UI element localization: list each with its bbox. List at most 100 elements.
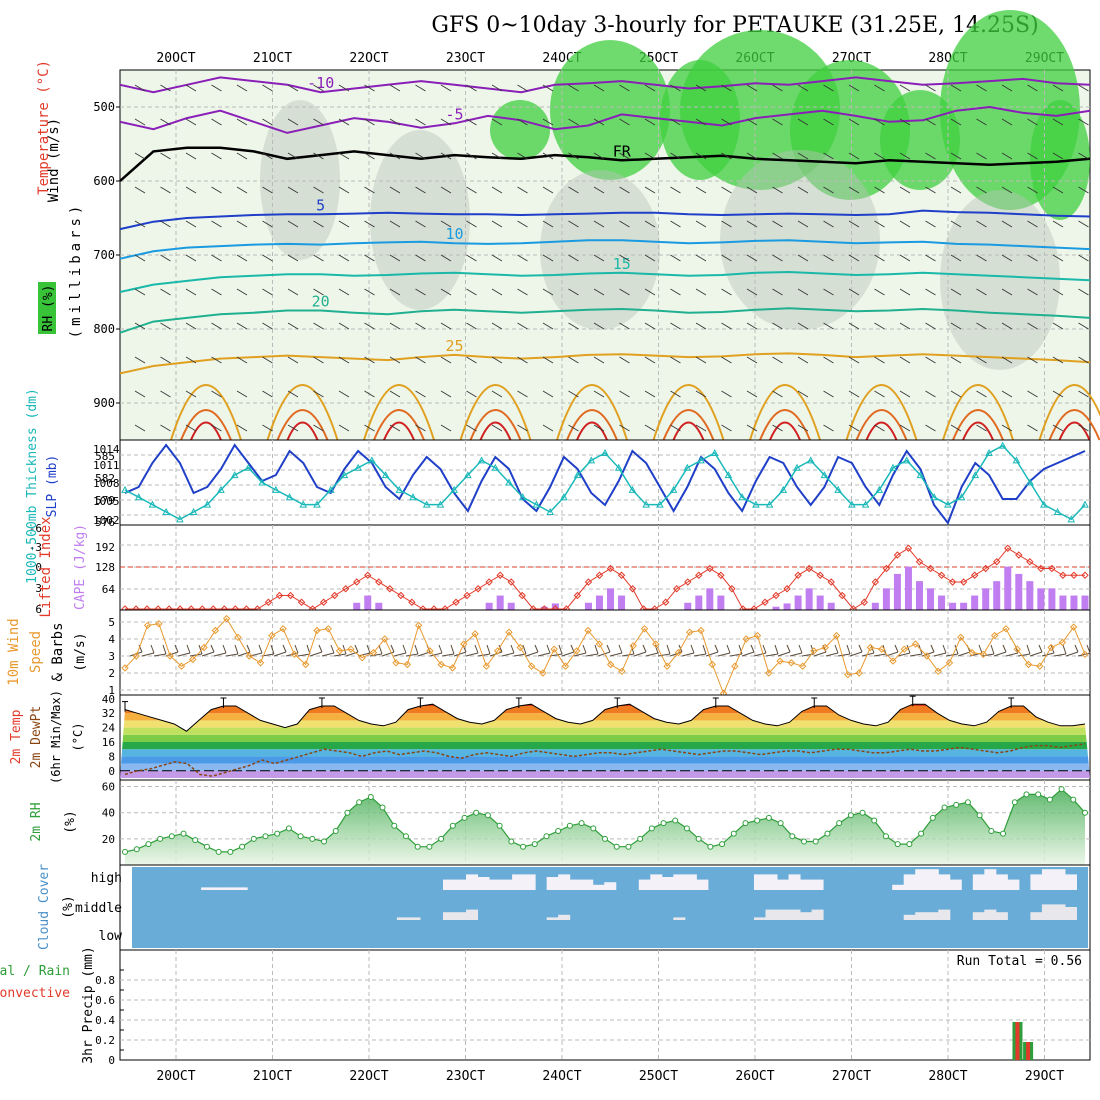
temp-band	[120, 734, 1090, 742]
lifted-index-point	[485, 578, 493, 586]
warm-contour	[749, 384, 821, 441]
cape-bar	[904, 566, 912, 610]
wind-barb	[746, 118, 758, 126]
wind-barb	[705, 651, 719, 657]
wind-barb	[899, 84, 911, 92]
wind-barb	[721, 84, 732, 92]
wind-barb	[746, 186, 758, 194]
wind-barb	[393, 652, 407, 657]
wind-barb	[342, 644, 347, 655]
cape-bar	[1004, 566, 1012, 610]
rh-point	[438, 835, 445, 842]
lifted-index-point	[993, 558, 1001, 566]
wind-barb	[874, 84, 885, 92]
wind-barb	[1074, 644, 1079, 653]
isotherm-line	[119, 352, 1091, 375]
wind-barb	[1078, 424, 1089, 432]
wind-barb	[593, 288, 605, 296]
wind-speed-point	[245, 652, 253, 660]
wind-barb	[721, 322, 732, 330]
wind-barb	[211, 356, 222, 364]
cloud-high-cell	[477, 877, 490, 890]
lifted-index-point	[275, 591, 284, 600]
cloud-level-label: low	[99, 929, 123, 944]
isotherm-line	[119, 307, 1091, 334]
wind-barb	[201, 651, 215, 657]
cloud-high-cell	[442, 879, 456, 890]
wind-barb	[619, 118, 630, 126]
wind-speed-point	[866, 643, 875, 652]
wind-barb	[364, 118, 375, 126]
thickness-point	[944, 500, 952, 508]
wind-barb	[174, 644, 179, 653]
wind-barb	[466, 288, 477, 296]
wind-barb	[262, 356, 273, 364]
thickness-point	[820, 471, 829, 479]
wind-barb	[846, 644, 851, 655]
cloud-high-cell	[938, 874, 951, 890]
wind-barb	[993, 651, 1007, 657]
top-date-label: 23OCT	[446, 51, 485, 66]
slp-tick-label: 1014	[93, 443, 120, 456]
wind-speed-point	[945, 659, 954, 667]
rh-point	[941, 804, 948, 811]
wind-barb	[287, 186, 299, 194]
temp-units-label: (°C)	[71, 723, 85, 752]
wind-barb	[542, 322, 554, 330]
wind-barb	[134, 118, 146, 126]
wind-barb	[597, 651, 611, 657]
chart-title: GFS 0~10day 3-hourly for PETAUKE (31.25E…	[431, 13, 1038, 38]
lifted-index-point	[397, 591, 405, 600]
wind-barb	[642, 644, 647, 653]
wind-barb	[976, 186, 987, 194]
wind-barb	[976, 220, 987, 228]
wind-speed-point	[957, 633, 965, 642]
thickness-point	[217, 485, 225, 493]
wind-barb	[1027, 254, 1038, 262]
wind-barb	[134, 424, 146, 432]
wind-barb	[273, 651, 287, 657]
thickness-point	[971, 471, 980, 479]
wind-barb	[568, 186, 579, 194]
thickness-point	[203, 500, 212, 508]
wind-barb	[491, 390, 503, 398]
wind-barb	[644, 84, 656, 92]
wind-barb	[874, 152, 885, 160]
cloud-high-cell	[512, 874, 525, 890]
thickness-point	[464, 471, 472, 479]
lifted-index-point	[772, 591, 780, 600]
wind-barb	[313, 356, 324, 364]
rh-point	[660, 820, 667, 827]
wind-barb	[823, 186, 834, 194]
wind-barb	[721, 118, 732, 126]
wind-barb	[1078, 322, 1089, 330]
cloud-high-cell	[1064, 874, 1077, 890]
rh-point	[461, 814, 468, 821]
wind-speed-point	[471, 630, 479, 638]
wind-barb	[609, 652, 623, 657]
lifted-index-point	[882, 564, 891, 573]
rh-point	[765, 814, 772, 821]
cape-bar	[1026, 581, 1034, 610]
cloud-middle-cell	[800, 912, 813, 920]
rh-point	[847, 812, 854, 819]
wind-barb	[823, 220, 834, 228]
wind-barb	[933, 652, 947, 657]
rh-color-key	[38, 282, 56, 334]
rh-point	[566, 822, 573, 829]
wind-barb	[211, 390, 222, 398]
rh-shade	[940, 190, 1060, 370]
wind-barb	[262, 322, 273, 330]
cape-bar	[927, 588, 935, 610]
wind-speed-point	[403, 660, 412, 669]
rh-point	[613, 843, 620, 850]
wind-barb	[695, 84, 707, 92]
rh-point	[836, 820, 843, 827]
wind-barb	[798, 644, 803, 654]
wind-barb	[721, 356, 732, 364]
isotherm-label: 15	[613, 255, 631, 273]
wind-barb	[848, 84, 860, 92]
wind-barb	[415, 288, 426, 296]
wind-speed-point	[889, 657, 897, 665]
wind-barb	[1001, 118, 1013, 126]
